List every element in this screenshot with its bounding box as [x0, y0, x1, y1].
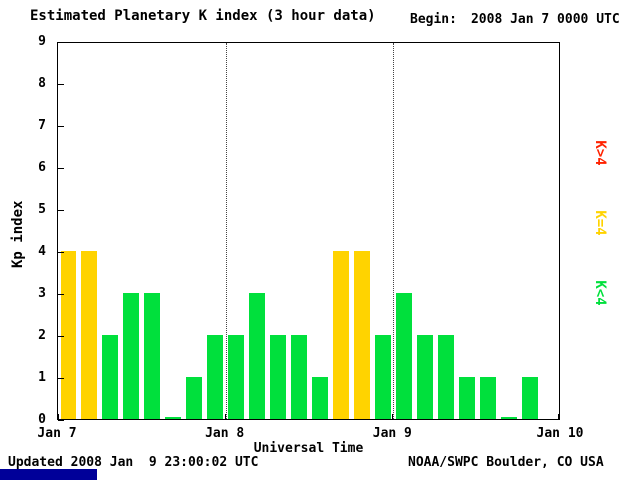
kp-bar	[249, 293, 266, 419]
y-tick-label: 4	[38, 244, 46, 259]
kp-bar	[81, 251, 98, 419]
y-tick-mark	[58, 126, 64, 127]
kp-bar	[270, 335, 287, 419]
y-tick-mark	[58, 84, 64, 85]
legend-k-below-4: K<4	[592, 280, 608, 306]
day-boundary-gridline	[393, 43, 395, 419]
kp-bar	[207, 335, 224, 419]
begin-caption: Begin: 2008 Jan 7 0000 UTC	[410, 12, 620, 27]
y-tick-label: 3	[38, 286, 46, 301]
kp-bar	[353, 251, 370, 419]
kp-bar	[228, 335, 245, 419]
x-tick-label: Jan 8	[205, 426, 245, 441]
x-tick-mark	[58, 414, 59, 420]
kp-bar	[60, 251, 77, 419]
kp-bar	[144, 293, 161, 419]
y-tick-label: 7	[38, 118, 46, 133]
kp-bar	[102, 335, 119, 419]
kp-bar	[458, 377, 475, 419]
y-tick-label: 8	[38, 76, 46, 91]
y-tick-label: 0	[38, 412, 46, 427]
y-tick-mark	[58, 378, 64, 379]
y-tick-label: 1	[38, 370, 46, 385]
y-tick-mark	[58, 42, 64, 43]
x-tick-label: Jan 7	[37, 426, 77, 441]
kp-bar	[165, 417, 182, 419]
kp-bar	[291, 335, 307, 419]
y-tick-label: 9	[38, 34, 46, 49]
y-tick-mark	[58, 252, 64, 253]
kp-bar	[374, 335, 391, 419]
kp-bar	[312, 377, 328, 419]
y-tick-label: 6	[38, 160, 46, 175]
y-axis-label: Kp index	[10, 200, 26, 268]
kp-bar	[437, 335, 454, 419]
y-tick-mark	[58, 294, 64, 295]
kp-bar	[395, 293, 412, 419]
y-tick-mark	[58, 336, 64, 337]
kp-bar	[416, 335, 433, 419]
plot-area	[57, 42, 560, 420]
x-tick-mark	[558, 414, 559, 420]
y-tick-mark	[58, 168, 64, 169]
x-axis-label: Universal Time	[253, 441, 364, 456]
kp-bar	[123, 293, 140, 419]
kp-bar	[500, 417, 517, 419]
x-tick-mark	[224, 414, 226, 420]
y-tick-mark	[58, 210, 64, 211]
credit-text: NOAA/SWPC Boulder, CO USA	[408, 455, 604, 470]
kp-bar	[332, 251, 349, 419]
updated-timestamp: Updated 2008 Jan 9 23:00:02 UTC	[8, 455, 259, 470]
y-tick-label: 5	[38, 202, 46, 217]
x-tick-label: Jan 10	[536, 426, 584, 441]
x-tick-mark	[392, 414, 394, 420]
y-tick-mark	[58, 420, 64, 421]
legend-k-equal-4: K=4	[592, 210, 608, 236]
footer-strip	[0, 469, 97, 480]
kp-bar	[479, 377, 496, 419]
y-tick-label: 2	[38, 328, 46, 343]
kp-bar	[521, 377, 538, 419]
chart-title: Estimated Planetary K index (3 hour data…	[30, 8, 376, 24]
legend-k-above-4: K>4	[592, 140, 608, 166]
day-boundary-gridline	[225, 43, 227, 419]
begin-label: Begin:	[410, 12, 457, 27]
kp-bar	[186, 377, 203, 419]
x-tick-label: Jan 9	[372, 426, 412, 441]
begin-value: 2008 Jan 7 0000 UTC	[470, 12, 620, 27]
